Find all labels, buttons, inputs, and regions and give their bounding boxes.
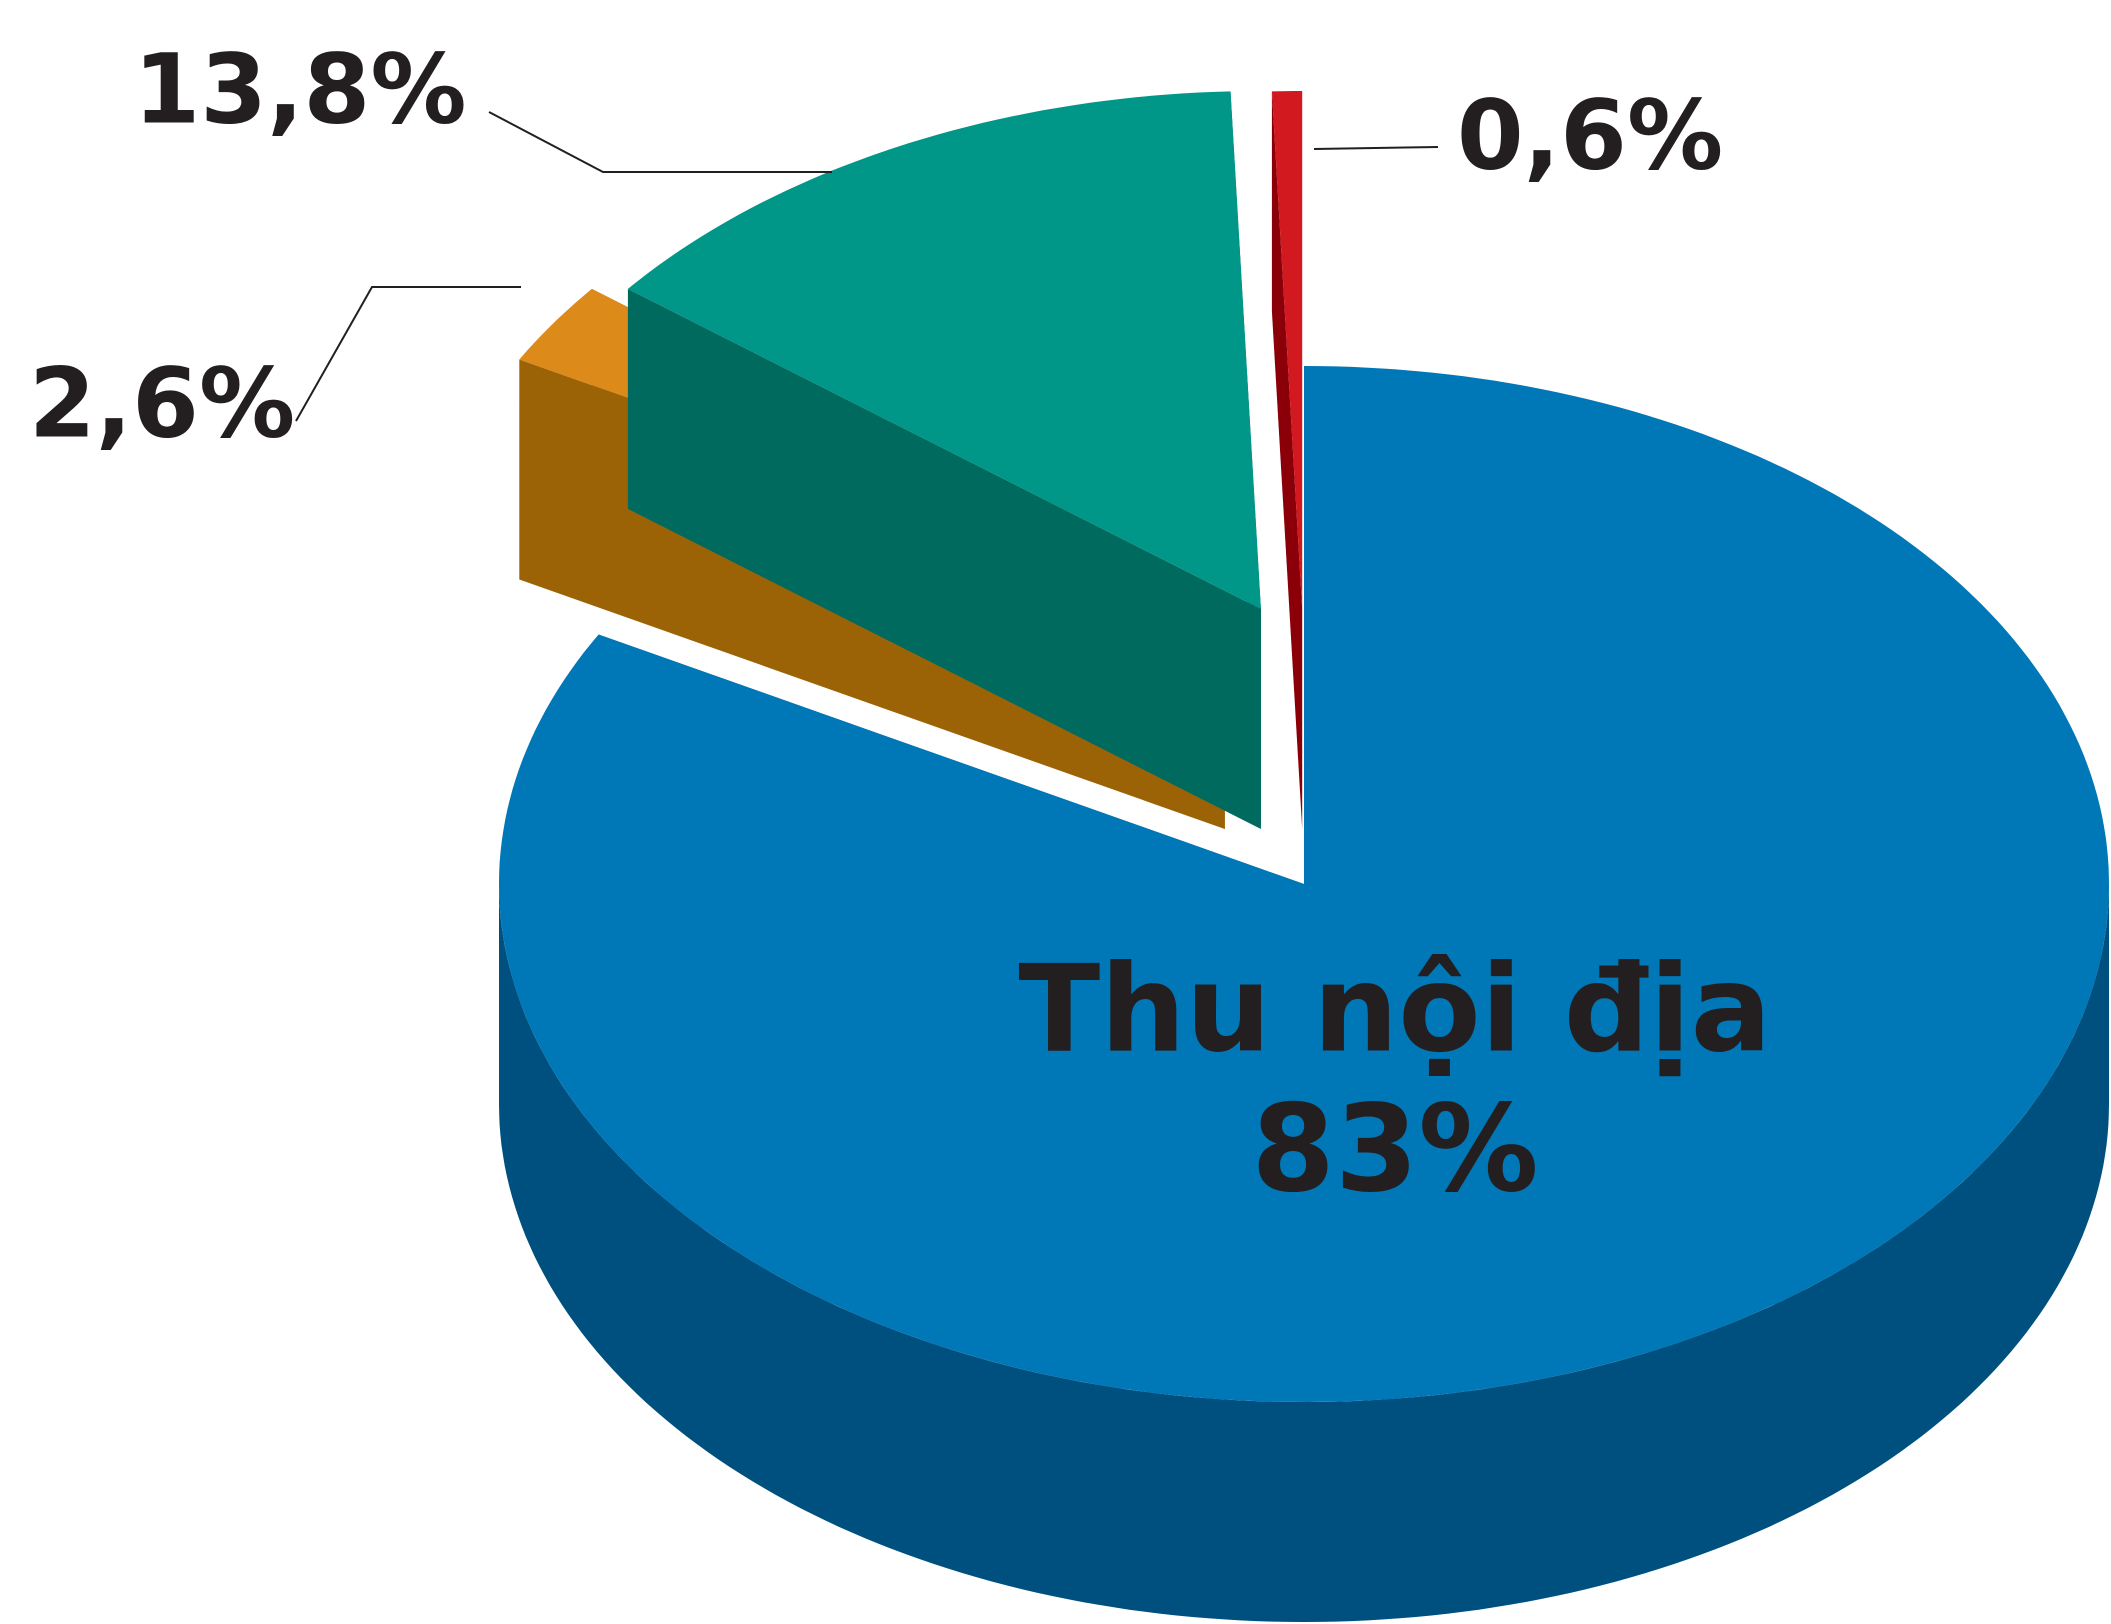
leader-line: [295, 286, 521, 422]
slice-value-label: 0,6%: [1457, 79, 1723, 191]
slice-value-label: 13,8%: [133, 33, 466, 145]
slice-top: [499, 366, 2109, 1402]
slice-category-label: Thu nội địa: [1018, 941, 1771, 1080]
slice-value-label: 83%: [1251, 1081, 1538, 1220]
slice-cut-face: [627, 288, 1261, 829]
leader-line: [1313, 146, 1439, 150]
slice-value-label: 2,6%: [29, 347, 295, 459]
slice-side: [499, 884, 2109, 1622]
slice-top: [627, 91, 1261, 609]
leader-line: [488, 111, 832, 173]
slice: [627, 91, 1261, 829]
pie: [499, 91, 2109, 1622]
slice-top: [1271, 91, 1303, 609]
slice: [499, 366, 2109, 1622]
slice: [1271, 91, 1303, 829]
slice-cut-face: [1271, 91, 1303, 829]
